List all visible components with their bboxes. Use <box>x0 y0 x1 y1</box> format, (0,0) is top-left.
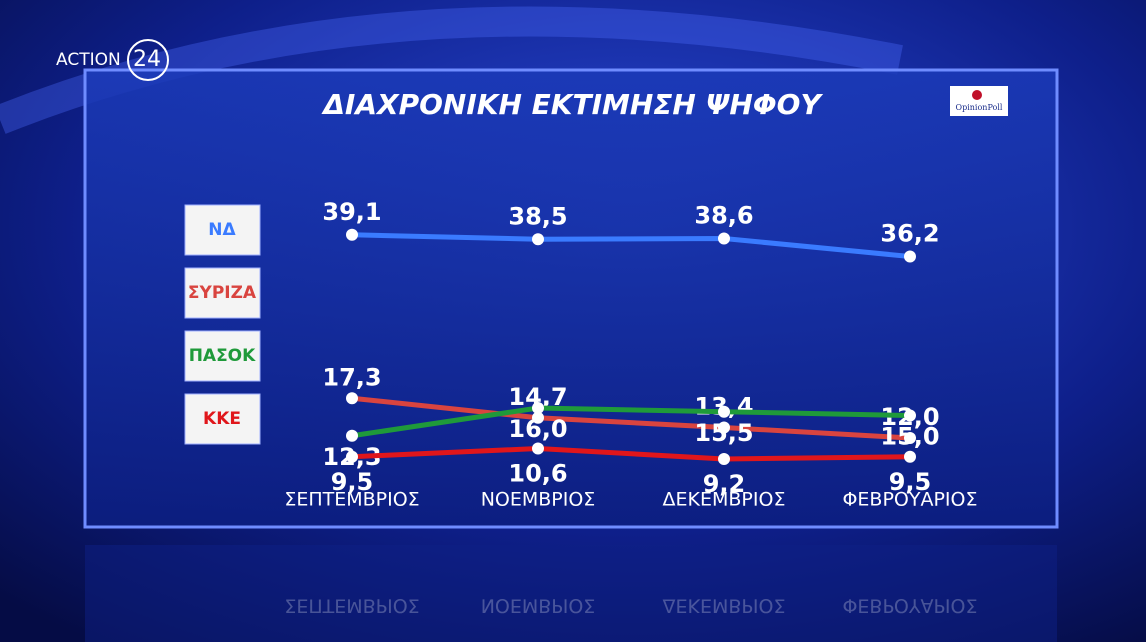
data-point <box>718 232 730 245</box>
value-label: 15,0 <box>880 423 939 451</box>
value-label: 38,5 <box>508 202 567 230</box>
data-point <box>904 450 916 463</box>
value-label: 9,5 <box>331 468 374 496</box>
value-label: 10,6 <box>508 460 567 488</box>
x-tick-label-reflection: ΔΕΚΕΜΒΡΙΟΣ <box>663 595 786 617</box>
data-point <box>532 442 544 455</box>
channel-logo: ACTION 24 <box>56 39 169 81</box>
data-point <box>532 411 544 424</box>
data-point <box>346 429 358 442</box>
legend-label: ΣΥΡΙΖΑ <box>188 283 257 303</box>
value-label: 9,2 <box>703 470 746 498</box>
data-point <box>904 432 916 444</box>
legend-logo <box>184 204 261 256</box>
series-line <box>351 232 911 259</box>
x-tick-label-reflection: ΣΕΠΤΕΜΒΡΙΟΣ <box>284 595 419 617</box>
data-point <box>718 453 730 465</box>
legend-logo <box>184 267 261 319</box>
data-point <box>718 405 730 418</box>
x-tick-label: ΣΕΠΤΕΜΒΡΙΟΣ <box>284 489 419 511</box>
x-tick-label: ΝΟΕΜΒΡΙΟΣ <box>481 489 596 511</box>
data-point <box>532 233 544 246</box>
data-point <box>346 392 358 405</box>
x-tick-label-reflection: ΦΕΒΡΟΥΑΡΙΟΣ <box>842 595 977 617</box>
legend-logo <box>184 393 261 445</box>
data-point <box>904 409 916 422</box>
legend-label: ΠΑΣΟΚ <box>189 346 256 366</box>
channel-ring <box>127 39 169 81</box>
panel-reflection <box>85 545 1057 642</box>
x-tick-label: ΔΕΚΕΜΒΡΙΟΣ <box>663 489 786 511</box>
channel-number: 24 <box>133 47 161 72</box>
data-point <box>346 450 358 463</box>
value-label: 38,6 <box>694 202 753 230</box>
series-line <box>351 395 911 441</box>
chart-title: ΔΙΑΧΡΟΝΙΚΗ ΕΚΤΙΜΗΣΗ ΨΗΦΟΥ <box>321 88 823 121</box>
x-tick-label: ΦΕΒΡΟΥΑΡΙΟΣ <box>842 489 977 511</box>
data-point <box>532 402 544 414</box>
value-label: 36,2 <box>880 220 939 248</box>
legend-label: ΚΚΕ <box>203 409 241 429</box>
value-label: 16,0 <box>508 415 567 443</box>
legend-label: ΝΔ <box>208 220 236 240</box>
data-point <box>718 421 730 434</box>
pollster-name: OpinionPoll <box>956 103 1003 112</box>
x-tick-label-reflection: ΝΟΕΜΒΡΙΟΣ <box>481 595 596 617</box>
series-line <box>351 445 911 462</box>
data-point <box>346 228 358 241</box>
legend-logo <box>184 330 261 382</box>
value-label: 39,1 <box>322 198 381 226</box>
value-label: 15,5 <box>694 419 753 447</box>
channel-name: ACTION <box>56 50 121 70</box>
series-line <box>351 405 911 439</box>
data-point <box>904 250 916 263</box>
value-label: 17,3 <box>322 363 381 391</box>
pollster-dot <box>972 90 982 100</box>
value-label: 9,5 <box>889 468 932 496</box>
